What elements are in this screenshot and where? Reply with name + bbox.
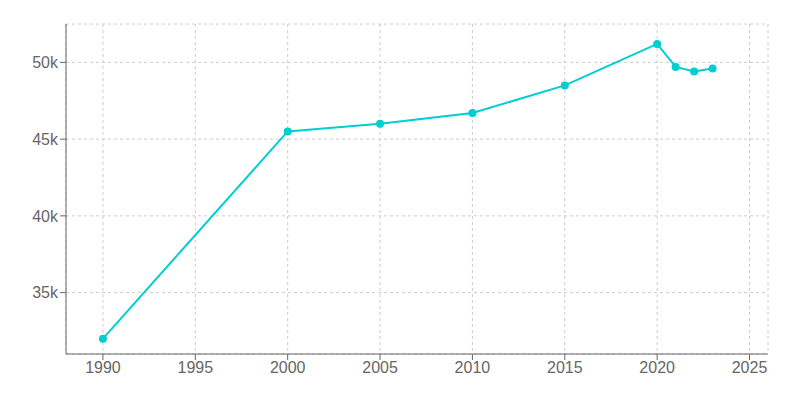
svg-text:2010: 2010 bbox=[455, 359, 491, 376]
svg-text:40k: 40k bbox=[32, 208, 59, 225]
svg-text:45k: 45k bbox=[32, 131, 59, 148]
svg-text:2000: 2000 bbox=[270, 359, 306, 376]
svg-text:2015: 2015 bbox=[547, 359, 583, 376]
svg-text:35k: 35k bbox=[32, 284, 59, 301]
svg-text:1990: 1990 bbox=[85, 359, 121, 376]
svg-text:2020: 2020 bbox=[639, 359, 675, 376]
svg-text:2005: 2005 bbox=[362, 359, 398, 376]
svg-text:2025: 2025 bbox=[732, 359, 768, 376]
svg-text:50k: 50k bbox=[32, 54, 59, 71]
svg-text:1995: 1995 bbox=[178, 359, 214, 376]
